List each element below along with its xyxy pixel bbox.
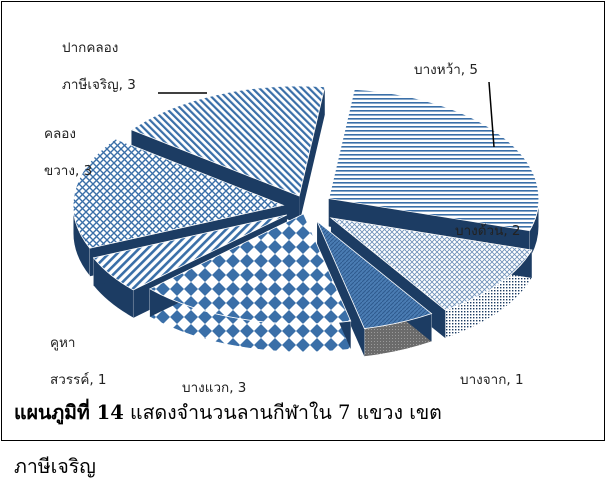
data-label-2: บางด้วน, 2	[455, 223, 521, 239]
pie-slice-4	[149, 213, 352, 353]
chart-caption-continued: ภาษีเจริญ	[14, 455, 96, 478]
data-label-1: บางหว้า, 5	[414, 62, 478, 78]
pie-chart: บางหว้า, 5 บางด้วน, 2 บางจาก, 1 บางแวก, 3 คู…	[44, 40, 540, 396]
caption-text: แสดงจำนวนลานกีฬาใน 7 แขวง เขต	[123, 401, 442, 424]
leader-line-1	[488, 81, 495, 148]
pie-slice-3	[316, 221, 433, 357]
data-label-6: คลองขวาง, 3	[44, 126, 92, 179]
chart-caption: แผนภูมิที่ 14 แสดงจำนวนลานกีฬาใน 7 แขวง …	[14, 397, 604, 428]
chart-frame: บางหว้า, 5 บางด้วน, 2 บางจาก, 1 บางแวก, 3 คู…	[1, 1, 605, 441]
data-label-3: บางจาก, 1	[460, 372, 524, 388]
data-label-4: บางแวก, 3	[182, 380, 246, 396]
data-labels: บางหว้า, 5 บางด้วน, 2 บางจาก, 1 บางแวก, 3 คู…	[44, 40, 524, 396]
pie-slices	[72, 85, 540, 357]
leader-lines	[158, 81, 495, 148]
data-label-5: คูหาสวรรค์, 1	[50, 335, 107, 388]
caption-number: แผนภูมิที่ 14	[14, 401, 124, 424]
data-label-7: ปากคลองภาษีเจริญ, 3	[62, 40, 136, 93]
